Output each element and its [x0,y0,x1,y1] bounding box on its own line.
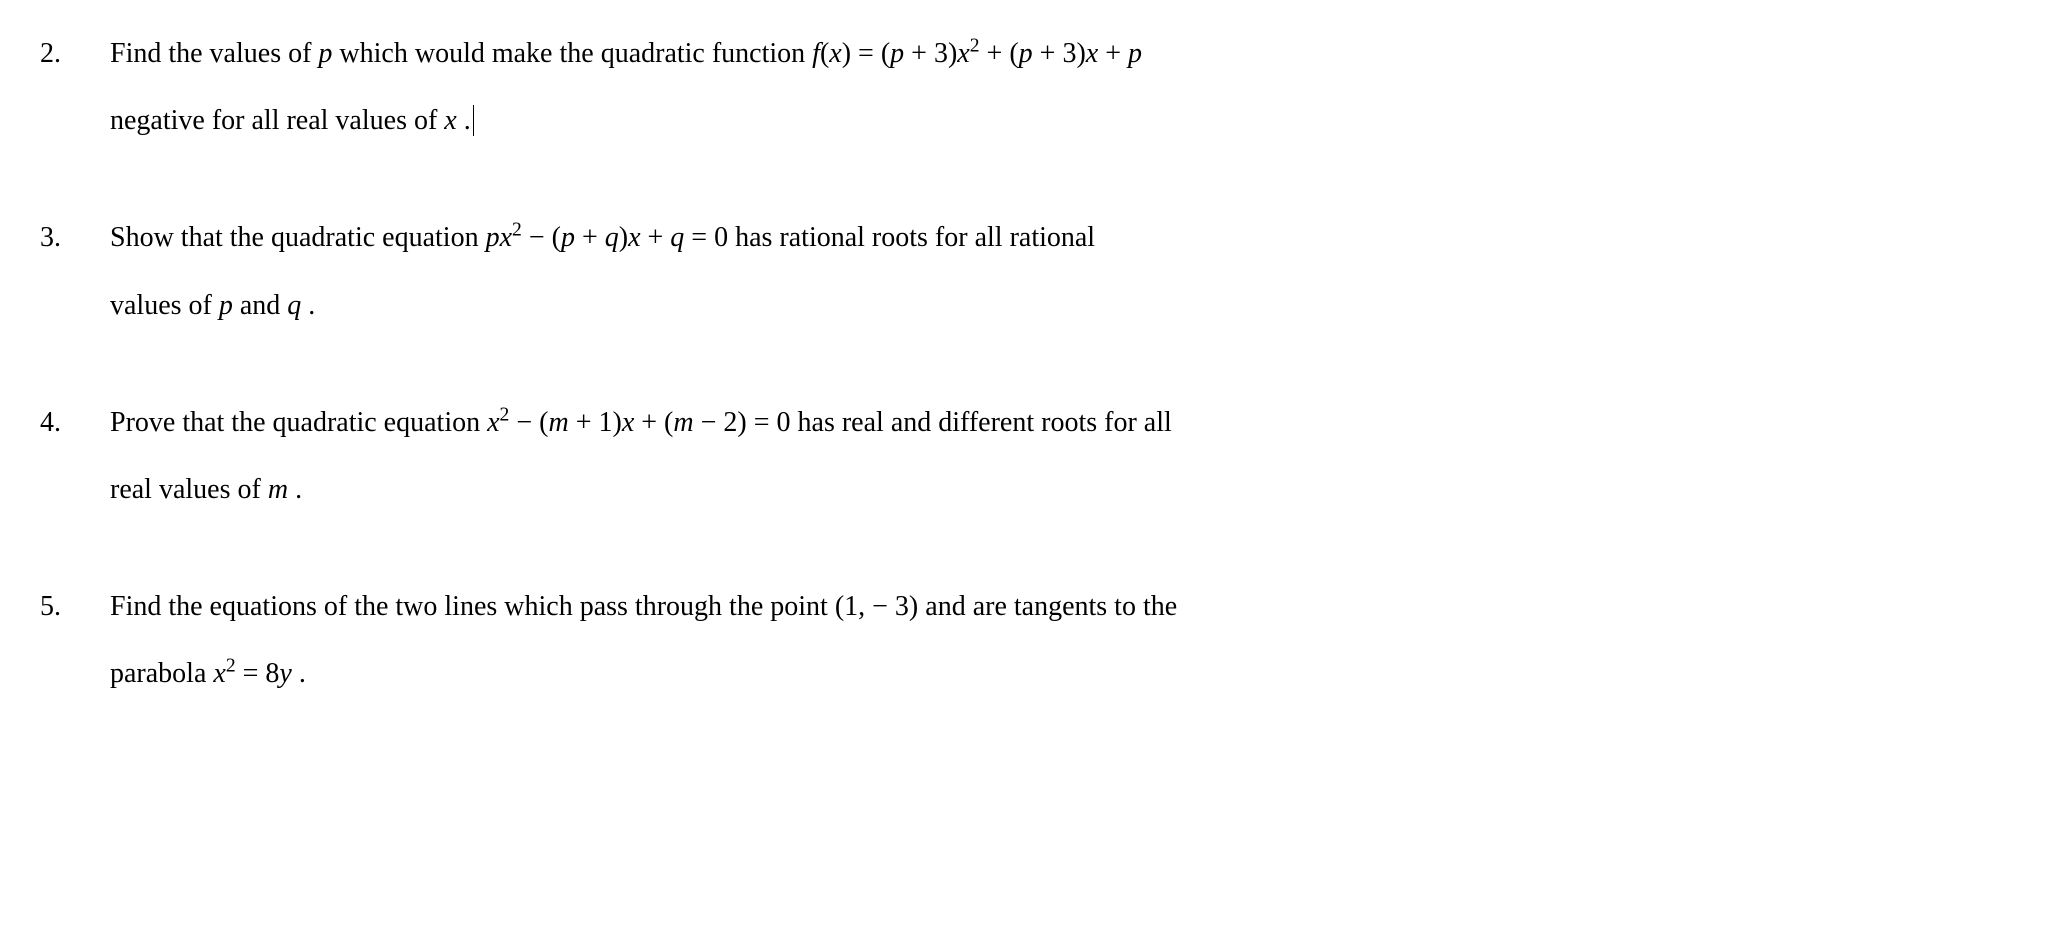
text: . [292,658,306,689]
text: has rational roots for all rational [728,222,1095,253]
math-expression: x2 − (m + 1)x + (m − 2) = 0 [487,407,790,438]
question-number: 5. [40,573,110,707]
math-p: p [1128,38,1142,69]
question-4: 4. Prove that the quadratic equation x2 … [40,389,2032,523]
math-text: + 3) [1033,38,1086,69]
math-expression: px2 − (p + q)x + q = 0 [486,222,729,253]
variable-m: m [268,474,288,505]
question-3: 3. Show that the quadratic equation px2 … [40,204,2032,338]
math-text: + ( [634,407,673,438]
text: and [233,290,287,321]
text: values of [110,290,219,321]
text: . [301,290,315,321]
variable-x: x [444,105,456,136]
question-2: 2. Find the values of p which would make… [40,20,2032,154]
question-number: 4. [40,389,110,523]
text: Find the values of [110,38,318,69]
math-x: x [1086,38,1098,69]
question-body: Find the values of p which would make th… [110,20,2032,154]
text: parabola [110,658,213,689]
text: and are tangents to the [918,591,1177,622]
math-paren: ) [842,38,851,69]
math-q: q [605,222,619,253]
math-text: + [575,222,605,253]
text: real values of [110,474,268,505]
text: has real and different roots for all [791,407,1172,438]
math-m: m [673,407,693,438]
text: negative for all real values of [110,105,444,136]
math-expression: x2 = 8y [213,658,291,689]
math-point: (1, − 3) [835,591,918,622]
math-text: − 2) = 0 [694,407,791,438]
question-body: Find the equations of the two lines whic… [110,573,2032,707]
text: . [457,105,471,136]
math-x: x [628,222,640,253]
math-text: ) [619,222,628,253]
math-text: + 3) [904,38,957,69]
math-text: + 1) [569,407,622,438]
math-text: + [641,222,671,253]
text: . [288,474,302,505]
math-x: x [500,222,512,253]
math-f: f [812,38,820,69]
math-superscript: 2 [970,36,980,57]
math-x: x [622,407,634,438]
math-paren: ( [820,38,829,69]
math-superscript: 2 [500,404,510,425]
math-x: x [957,38,969,69]
variable-p: p [219,290,233,321]
question-body: Prove that the quadratic equation x2 − (… [110,389,2032,523]
math-x: x [487,407,499,438]
math-text: + ( [980,38,1019,69]
text: Show that the quadratic equation [110,222,486,253]
math-superscript: 2 [512,220,522,241]
math-p: p [1019,38,1033,69]
math-p: p [486,222,500,253]
text: which would make the quadratic function [332,38,812,69]
math-superscript: 2 [226,656,236,677]
math-m: m [548,407,568,438]
math-text: = 8 [236,658,280,689]
math-expression: f(x) = (p + 3)x2 + (p + 3)x + p [812,38,1142,69]
math-text: = 0 [684,222,728,253]
math-text: + [1098,38,1128,69]
math-x: x [829,38,841,69]
math-text: − ( [509,407,548,438]
question-number: 2. [40,20,110,154]
question-body: Show that the quadratic equation px2 − (… [110,204,2032,338]
math-x: x [213,658,225,689]
question-number: 3. [40,204,110,338]
text-cursor-icon [473,105,474,136]
variable-q: q [287,290,301,321]
math-p: p [561,222,575,253]
math-p: p [890,38,904,69]
text: Prove that the quadratic equation [110,407,487,438]
math-text: − ( [522,222,561,253]
math-q: q [670,222,684,253]
math-eq: = ( [851,38,890,69]
math-y: y [279,658,291,689]
text: Find the equations of the two lines whic… [110,591,835,622]
variable-p: p [318,38,332,69]
question-5: 5. Find the equations of the two lines w… [40,573,2032,707]
